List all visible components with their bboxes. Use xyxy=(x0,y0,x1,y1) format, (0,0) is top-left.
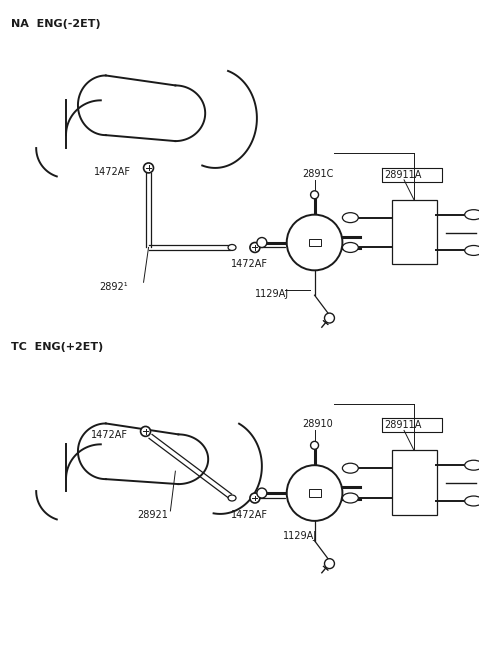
Bar xyxy=(309,489,321,497)
Ellipse shape xyxy=(228,244,236,250)
Text: 28911A: 28911A xyxy=(384,420,421,430)
Text: 1472AF: 1472AF xyxy=(231,260,268,269)
Circle shape xyxy=(257,238,267,248)
Text: 1472AF: 1472AF xyxy=(231,510,268,520)
Circle shape xyxy=(287,215,342,270)
Text: NA  ENG(-2ET): NA ENG(-2ET) xyxy=(12,19,101,29)
Text: 1129AJ: 1129AJ xyxy=(283,531,317,541)
Text: 28911A: 28911A xyxy=(384,170,421,180)
Circle shape xyxy=(250,493,260,503)
Ellipse shape xyxy=(465,496,480,506)
Circle shape xyxy=(144,163,154,173)
Text: 28910: 28910 xyxy=(302,419,334,430)
Circle shape xyxy=(311,442,319,449)
Bar xyxy=(392,200,437,264)
Ellipse shape xyxy=(342,213,358,223)
Circle shape xyxy=(324,313,335,323)
Text: 1472AF: 1472AF xyxy=(94,167,131,177)
Circle shape xyxy=(250,242,260,252)
Circle shape xyxy=(311,191,319,199)
Ellipse shape xyxy=(228,495,236,501)
Circle shape xyxy=(141,426,151,436)
Ellipse shape xyxy=(342,463,358,473)
Text: 1129AJ: 1129AJ xyxy=(255,289,289,299)
Text: TC  ENG(+2ET): TC ENG(+2ET) xyxy=(12,342,104,352)
Circle shape xyxy=(324,558,335,568)
Text: 2892¹: 2892¹ xyxy=(99,283,128,292)
Bar xyxy=(309,238,321,246)
Text: 2891C: 2891C xyxy=(302,169,334,179)
Bar xyxy=(392,450,437,515)
Circle shape xyxy=(257,488,267,498)
Text: 28921: 28921 xyxy=(137,510,168,520)
Ellipse shape xyxy=(342,242,358,252)
Ellipse shape xyxy=(342,493,358,503)
Text: 1472AF: 1472AF xyxy=(91,430,128,440)
Ellipse shape xyxy=(465,461,480,470)
Ellipse shape xyxy=(465,246,480,256)
Ellipse shape xyxy=(465,210,480,219)
Circle shape xyxy=(287,465,342,521)
